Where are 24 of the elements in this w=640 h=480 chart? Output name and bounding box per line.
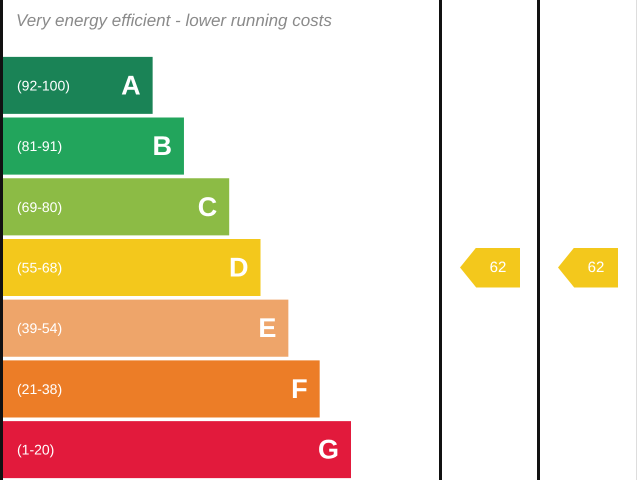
y-tick-label: (39-54): [17, 320, 62, 336]
annotation: C: [198, 192, 218, 222]
y-tick-label: (21-38): [17, 380, 62, 397]
annotation: F: [291, 374, 308, 404]
bar: [3, 178, 230, 236]
bar: [3, 56, 153, 114]
annotation: E: [258, 313, 276, 344]
y-tick-label: (92-100): [17, 77, 70, 94]
text: Very energy efficient - lower running costs: [16, 11, 332, 30]
bar: [3, 360, 320, 418]
bar: [3, 238, 261, 296]
annotation: D: [229, 252, 249, 282]
bar: [3, 300, 288, 357]
text: 62: [586, 258, 606, 278]
y-tick-label: (1-20): [17, 442, 54, 458]
bar: [3, 118, 184, 175]
y-tick-label: (69-80): [17, 198, 62, 215]
y-tick-label: (55-68): [17, 260, 62, 276]
annotation: A: [121, 70, 141, 100]
annotation: B: [152, 131, 172, 162]
bar: [3, 421, 351, 478]
text: 62: [488, 258, 508, 278]
annotation: G: [318, 434, 339, 465]
y-tick-label: (81-91): [17, 138, 62, 154]
